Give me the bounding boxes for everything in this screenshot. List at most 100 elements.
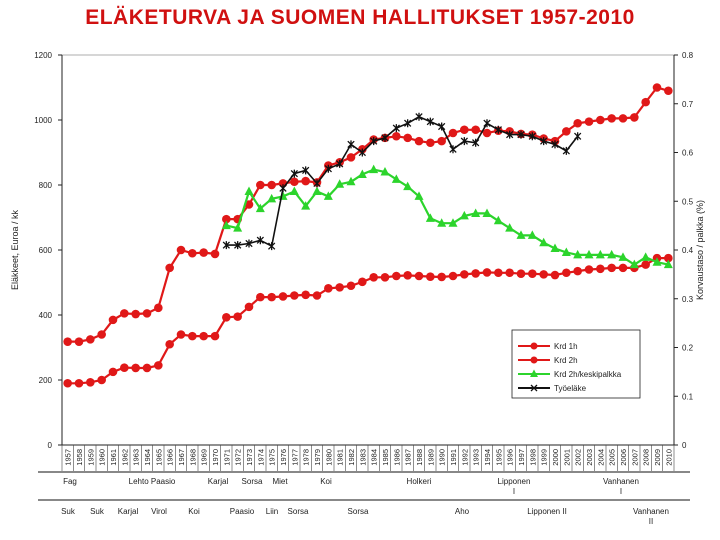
data-point [607, 249, 617, 259]
government-label-row-2: Karjal [118, 507, 139, 516]
data-point [471, 125, 480, 135]
x-tick-label: 1996 [506, 449, 515, 466]
data-point [324, 284, 333, 293]
data-point [324, 164, 332, 173]
data-point [222, 241, 230, 250]
legend-label: Krd 2h/keskipalkka [554, 370, 622, 379]
x-tick-label: 1963 [132, 449, 141, 466]
government-label-row-2-suffix: II [649, 517, 653, 526]
data-point [573, 118, 582, 128]
x-tick-label: 1981 [336, 449, 345, 466]
right-tick-label: 0.7 [682, 100, 694, 109]
data-point [584, 265, 594, 274]
data-point [142, 363, 152, 373]
data-point [312, 186, 322, 195]
data-point [596, 264, 605, 274]
data-point [255, 203, 265, 213]
right-tick-label: 0.2 [682, 344, 694, 353]
data-point [482, 268, 492, 277]
data-point [154, 303, 163, 313]
data-point [426, 272, 435, 281]
data-point [279, 184, 287, 193]
data-point [221, 220, 231, 230]
x-tick-label: 1968 [188, 449, 197, 466]
government-label-row-1-suffix: I [513, 487, 515, 496]
data-point [267, 292, 276, 302]
data-point [244, 200, 254, 209]
x-tick-label: 1980 [324, 449, 333, 466]
data-point [267, 180, 276, 190]
data-point [165, 263, 174, 273]
data-point [222, 312, 231, 322]
data-point [188, 331, 197, 341]
data-point [199, 331, 208, 341]
data-point [256, 180, 265, 190]
x-tick-label: 1977 [290, 449, 299, 466]
left-tick-label: 1000 [34, 116, 52, 125]
x-tick-label: 1961 [109, 449, 118, 466]
legend-label: Krd 2h [554, 356, 578, 365]
data-point [256, 292, 265, 302]
data-point [584, 249, 594, 259]
government-label-row-1: Karjal [208, 477, 229, 486]
data-point [540, 137, 548, 146]
data-point [392, 271, 401, 281]
data-point [494, 268, 503, 278]
right-axis-label: Korvaustaso / palkka (%) [695, 200, 705, 300]
x-tick-label: 2010 [664, 449, 673, 466]
data-point [290, 291, 299, 300]
data-point [108, 367, 118, 377]
data-point [392, 124, 400, 133]
data-point [550, 243, 560, 253]
data-point [210, 331, 220, 341]
data-point [663, 259, 673, 269]
chart-title: ELÄKETURVA JA SUOMEN HALLITUKSET 1957-20… [85, 6, 635, 29]
data-point [539, 237, 549, 247]
data-point [154, 361, 163, 370]
right-tick-label: 0.5 [682, 197, 694, 206]
data-point [630, 113, 639, 122]
data-point [574, 132, 582, 141]
x-tick-label: 1969 [200, 449, 209, 466]
data-point [618, 263, 628, 273]
data-point [506, 130, 514, 139]
legend: Krd 1h Krd 2h Krd 2h/keskipalkka Työeläke [511, 329, 641, 399]
data-point [97, 375, 106, 385]
data-point [222, 214, 231, 224]
data-point [460, 137, 468, 146]
x-tick-label: 2001 [562, 449, 571, 466]
data-point [347, 140, 355, 149]
data-point [381, 133, 389, 142]
government-label-row-2: Lipponen II [527, 507, 567, 516]
data-point [437, 218, 447, 227]
data-point [176, 245, 186, 255]
government-label-row-2: Sorsa [288, 507, 309, 516]
x-tick-label: 1997 [517, 449, 526, 466]
government-label-row-1: Vanhanen [603, 477, 639, 486]
x-tick-label: 1971 [222, 449, 231, 466]
data-point [437, 136, 446, 146]
data-point [392, 131, 401, 141]
left-tick-label: 0 [48, 441, 53, 450]
data-point [437, 272, 446, 282]
x-tick-label: 1979 [313, 449, 322, 466]
data-point [391, 174, 401, 183]
data-point [641, 260, 650, 269]
data-point [108, 315, 118, 325]
data-point [313, 179, 321, 188]
data-point [449, 145, 457, 154]
data-point [403, 181, 413, 191]
government-label-row-2: Koi [188, 507, 200, 516]
x-tick-label: 1984 [370, 449, 379, 466]
data-point [210, 249, 220, 259]
x-tick-label: 1987 [404, 449, 413, 466]
series-line [226, 168, 669, 266]
data-point [471, 208, 481, 217]
data-point [460, 125, 469, 135]
data-point [550, 270, 560, 280]
data-point [131, 363, 140, 373]
x-tick-label: 1960 [98, 449, 107, 466]
x-tick-label: 1973 [245, 449, 254, 466]
data-point [596, 115, 605, 125]
data-point [573, 266, 582, 276]
